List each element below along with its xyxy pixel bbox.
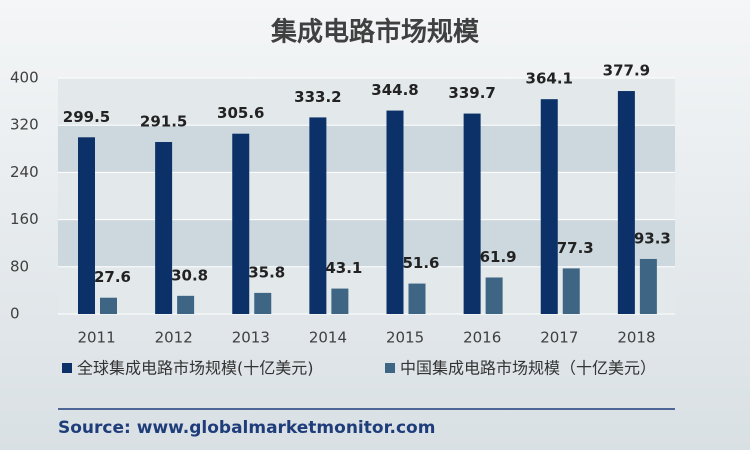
y-tick-label: 160 xyxy=(10,210,39,228)
value-label: 27.6 xyxy=(94,268,131,286)
bar xyxy=(331,288,349,314)
x-tick-label: 2018 xyxy=(617,329,655,347)
bar xyxy=(562,268,580,314)
bar xyxy=(408,283,426,314)
grid-band xyxy=(58,78,675,126)
y-tick-label: 240 xyxy=(10,163,39,181)
y-tick-label: 0 xyxy=(10,305,20,323)
y-tick-label: 400 xyxy=(10,69,39,87)
value-label: 291.5 xyxy=(140,113,187,131)
source: Source: www.globalmarketmonitor.com xyxy=(58,418,435,438)
value-label: 299.5 xyxy=(63,108,110,126)
bar xyxy=(540,99,558,314)
y-tick-label: 80 xyxy=(10,257,29,275)
value-label: 93.3 xyxy=(634,229,671,247)
grid-band xyxy=(58,125,675,173)
value-label: 30.8 xyxy=(171,266,208,284)
value-label: 344.8 xyxy=(371,81,418,99)
bar xyxy=(232,133,250,314)
value-label: 77.3 xyxy=(557,239,594,257)
bar xyxy=(100,297,117,314)
legend-swatch xyxy=(385,363,395,373)
bar xyxy=(309,117,327,314)
x-tick-label: 2015 xyxy=(386,329,424,347)
bar xyxy=(463,113,481,315)
x-tick-label: 2017 xyxy=(540,329,578,347)
bar xyxy=(177,295,195,314)
value-label: 339.7 xyxy=(448,84,495,102)
value-label: 364.1 xyxy=(526,70,573,88)
value-label: 43.1 xyxy=(325,259,362,277)
legend-label: 中国集成电路市场规模（十亿美元） xyxy=(400,359,656,378)
bar xyxy=(254,292,272,314)
x-tick-label: 2011 xyxy=(77,329,115,347)
chart-title: 集成电路市场规模 xyxy=(270,17,480,48)
value-label: 333.2 xyxy=(294,88,341,106)
bar xyxy=(639,258,657,314)
bar xyxy=(485,277,503,314)
x-tick-label: 2013 xyxy=(232,329,270,347)
bar xyxy=(78,137,95,314)
value-label: 61.9 xyxy=(480,248,517,266)
legend-swatch xyxy=(62,363,72,373)
legend-label: 全球集成电路市场规模(十亿美元) xyxy=(77,359,314,378)
x-tick-label: 2012 xyxy=(155,329,193,347)
x-tick-label: 2016 xyxy=(463,329,501,347)
bar xyxy=(155,142,173,314)
value-label: 377.9 xyxy=(603,62,650,80)
bar xyxy=(386,110,404,315)
grid-band xyxy=(58,172,675,220)
bar xyxy=(617,91,635,314)
grid-band xyxy=(58,266,675,314)
x-tick-label: 2014 xyxy=(309,329,347,347)
y-tick-label: 320 xyxy=(10,116,39,134)
value-label: 305.6 xyxy=(217,104,264,122)
value-label: 51.6 xyxy=(402,254,439,272)
value-label: 35.8 xyxy=(248,263,285,281)
